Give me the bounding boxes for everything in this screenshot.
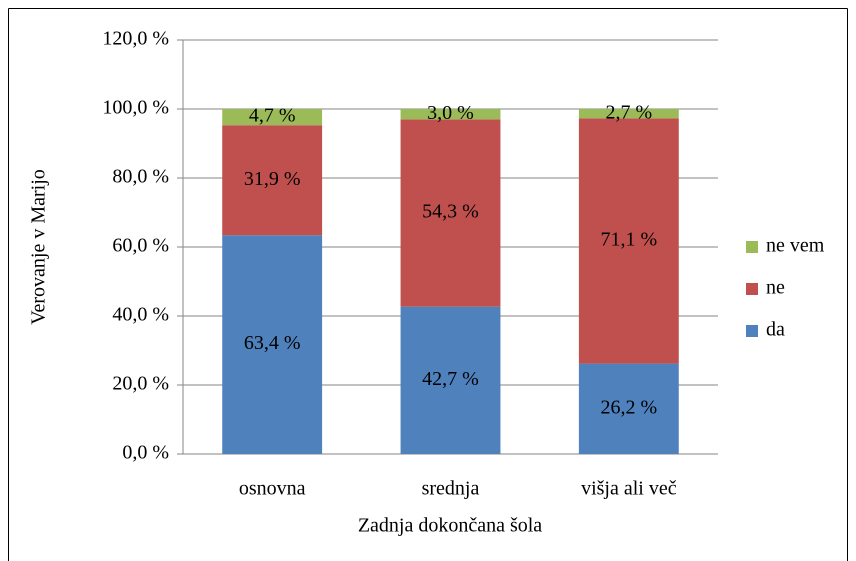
y-tick-label: 60,0 %	[112, 235, 169, 257]
legend-swatch	[746, 325, 758, 337]
x-tick-label: osnovna	[239, 478, 306, 500]
data-label: 4,7 %	[249, 105, 296, 127]
bar-segment	[222, 125, 323, 236]
y-tick-label: 0,0 %	[122, 442, 169, 464]
y-tick-label: 40,0 %	[112, 304, 169, 326]
y-tick-label: 100,0 %	[102, 97, 169, 119]
y-tick-label: 80,0 %	[112, 166, 169, 188]
bar-segment	[222, 109, 323, 126]
bar-segment	[400, 109, 501, 120]
legend-label: da	[766, 319, 785, 341]
legend-swatch	[746, 283, 758, 295]
data-label: 63,4 %	[244, 332, 301, 354]
data-label: 2,7 %	[605, 101, 652, 123]
bar-segment	[578, 109, 679, 119]
y-tick-label: 120,0 %	[102, 28, 169, 50]
data-label: 42,7 %	[422, 368, 479, 390]
bar-segment	[578, 363, 679, 454]
data-label: 54,3 %	[422, 201, 479, 223]
legend-label: ne vem	[766, 235, 825, 257]
x-tick-label: višja ali več	[581, 478, 677, 500]
legend-label: ne	[766, 277, 785, 299]
data-label: 3,0 %	[427, 102, 474, 124]
data-label: 31,9 %	[244, 168, 301, 190]
bar-segment	[222, 235, 323, 454]
data-label: 71,1 %	[600, 229, 657, 251]
legend-swatch	[746, 241, 758, 253]
bar-segment	[400, 306, 501, 454]
x-axis-label: Zadnja dokončana šola	[358, 515, 542, 537]
x-tick-label: srednja	[422, 478, 480, 500]
bar-segment	[578, 118, 679, 364]
data-label: 26,2 %	[600, 396, 657, 418]
y-tick-label: 20,0 %	[112, 373, 169, 395]
y-axis-label: Verovanje v Marijo	[28, 169, 50, 325]
bar-segment	[400, 119, 501, 307]
